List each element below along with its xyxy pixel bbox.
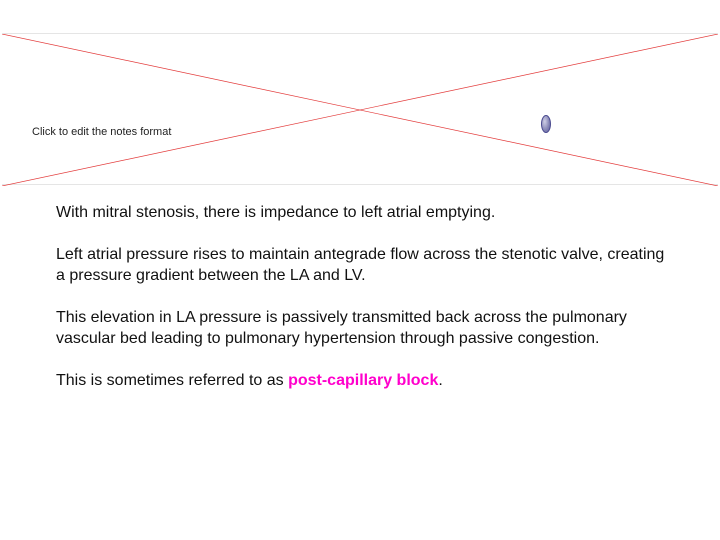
paragraph-1: With mitral stenosis, there is impedance… (56, 202, 666, 224)
p4-highlight: post-capillary block (288, 372, 438, 389)
p4-pre-text: This is sometimes referred to as (56, 372, 288, 389)
paragraph-2: Left atrial pressure rises to maintain a… (56, 244, 666, 287)
paragraph-3: This elevation in LA pressure is passive… (56, 307, 666, 350)
p4-post-text: . (438, 372, 442, 389)
notes-body: With mitral stenosis, there is impedance… (56, 202, 666, 392)
placeholder-x-lines (2, 34, 718, 186)
oval-shape-icon (541, 115, 551, 133)
notes-hint-text[interactable]: Click to edit the notes format (32, 126, 171, 138)
notes-placeholder-zone[interactable] (2, 33, 718, 185)
paragraph-4: This is sometimes referred to as post-ca… (56, 370, 666, 392)
slide-notes-page: Click to edit the notes format With mitr… (0, 0, 720, 540)
